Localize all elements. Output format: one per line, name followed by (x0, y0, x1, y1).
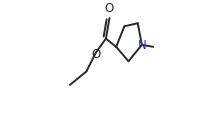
Text: O: O (105, 2, 114, 15)
Text: O: O (91, 47, 100, 60)
Text: N: N (138, 39, 146, 52)
